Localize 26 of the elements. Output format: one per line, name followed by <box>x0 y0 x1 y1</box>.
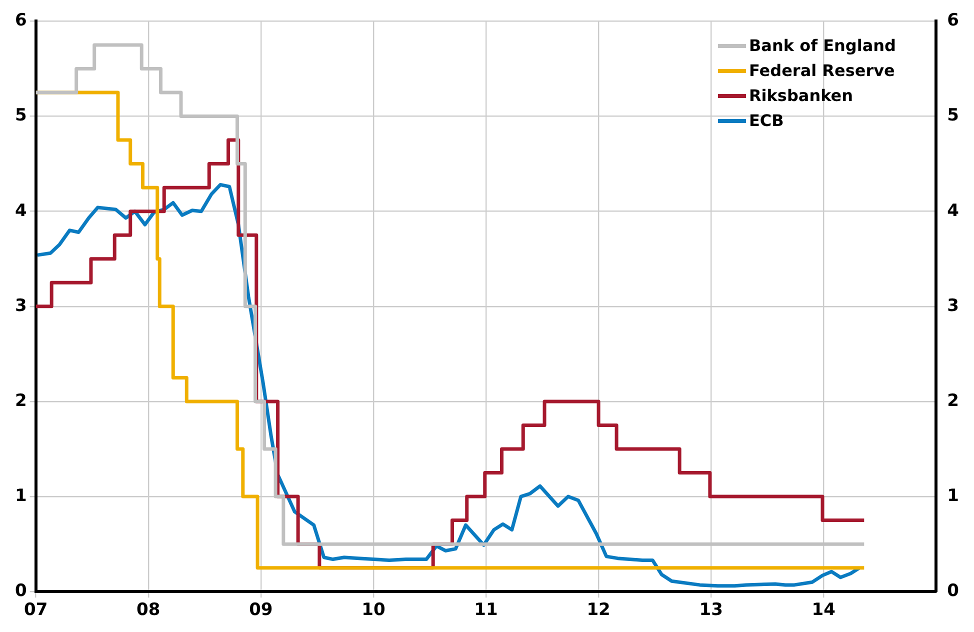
x-tick-label: 12 <box>586 600 610 620</box>
y-tick-label: 2 <box>14 390 27 411</box>
legend-label: Bank of England <box>748 36 896 55</box>
y2-tick-label: 2 <box>947 390 960 411</box>
y-tick-label: 1 <box>14 486 27 506</box>
legend-label: ECB <box>748 111 784 130</box>
x-tick-label: 14 <box>812 600 836 620</box>
legend-label: Federal Reserve <box>748 61 895 80</box>
x-tick-label: 08 <box>136 600 160 620</box>
x-tick-label: 10 <box>362 600 386 620</box>
y2-tick-label: 5 <box>947 106 960 126</box>
y-tick-label: 3 <box>14 296 27 316</box>
y-tick-label: 6 <box>14 10 27 31</box>
x-tick-label: 13 <box>699 600 723 620</box>
y2-tick-label: 4 <box>947 200 960 221</box>
legend-label: Riksbanken <box>748 86 854 105</box>
x-tick-label: 09 <box>249 600 273 620</box>
y2-tick-label: 0 <box>947 581 960 602</box>
y2-tick-label: 6 <box>947 10 960 31</box>
x-tick-label: 11 <box>474 600 498 620</box>
y2-tick-label: 1 <box>947 486 960 506</box>
y-tick-label: 4 <box>14 200 27 221</box>
y-tick-label: 0 <box>14 581 27 602</box>
y-tick-label: 5 <box>14 106 27 126</box>
x-tick-label: 07 <box>24 600 48 620</box>
y2-tick-label: 3 <box>947 296 960 316</box>
